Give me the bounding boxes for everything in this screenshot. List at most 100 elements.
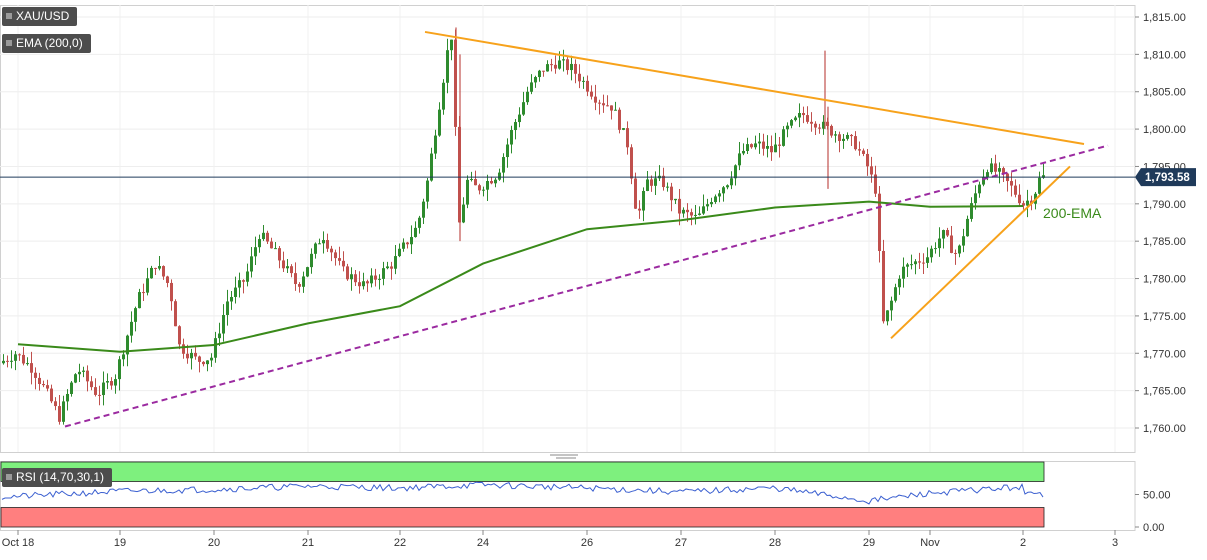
candle-body (654, 178, 657, 186)
y-tick-label: 1,790.00 (1143, 199, 1186, 211)
candle-body (986, 172, 989, 177)
candle-body (810, 121, 813, 124)
candle-body (482, 189, 485, 191)
candle-body (118, 359, 121, 380)
candle-body (466, 179, 469, 205)
candle-body (666, 186, 669, 188)
candle-body (898, 278, 901, 288)
candle-body (902, 266, 905, 279)
candle-body (46, 385, 49, 389)
candle-body (426, 180, 429, 202)
candle-body (66, 393, 69, 402)
candle-body (966, 218, 969, 237)
candle-body (34, 372, 37, 378)
candle-body (990, 163, 993, 173)
candle-body (338, 258, 341, 261)
candle-body (982, 176, 985, 185)
candle-body (38, 377, 41, 385)
candle-body (974, 193, 977, 204)
candle-body (422, 201, 425, 218)
y-tick-label: 1,760.00 (1143, 423, 1186, 435)
candle-body (1022, 203, 1025, 206)
x-tick-label: Oct 18 (2, 537, 34, 549)
candle-body (226, 301, 229, 315)
candle-body (378, 278, 381, 280)
candle-body (938, 238, 941, 249)
candle-body (94, 387, 97, 395)
candle-body (846, 134, 849, 139)
candle-body (906, 264, 909, 267)
candle-body (442, 82, 445, 110)
candle-body (398, 248, 401, 257)
candle-body (710, 202, 713, 205)
y-tick-label: 1,805.00 (1143, 87, 1186, 99)
candle-body (186, 353, 189, 359)
last-price-label: 1,793.58 (1145, 172, 1190, 184)
candle-body (298, 284, 301, 287)
y-tick-label: 1,770.00 (1143, 348, 1186, 360)
candle-body (962, 236, 965, 246)
candle-body (302, 276, 305, 287)
ema-annotation: 200-EMA (1043, 205, 1102, 221)
candle-body (774, 144, 777, 153)
candle-body (770, 146, 773, 153)
candle-body (778, 144, 781, 146)
x-tick-label: 19 (114, 537, 126, 549)
candle-body (930, 248, 933, 258)
candle-body (50, 388, 53, 402)
candle-body (110, 381, 113, 386)
candle-body (470, 179, 473, 181)
candle-body (610, 105, 613, 111)
candle-body (294, 273, 297, 285)
candle-body (790, 120, 793, 126)
candle-body (86, 370, 89, 382)
candle-body (346, 266, 349, 280)
candle-body (22, 354, 25, 364)
symbol-tag[interactable]: XAU/USD (2, 7, 78, 26)
candle-body (450, 39, 453, 51)
candle-body (854, 136, 857, 150)
candle-body (614, 109, 617, 111)
candle-body (246, 271, 249, 282)
candle-body (734, 165, 737, 179)
candle-body (622, 128, 625, 130)
candle-body (634, 178, 637, 209)
candle-body (578, 73, 581, 82)
candle-body (494, 179, 497, 184)
candle-body (250, 256, 253, 272)
candle-body (402, 242, 405, 249)
y-tick-label: 1,810.00 (1143, 49, 1186, 61)
candle-body (698, 213, 701, 215)
candle-body (730, 178, 733, 186)
candle-body (214, 338, 217, 358)
x-tick-label: 27 (675, 537, 687, 549)
candle-body (134, 308, 137, 322)
candle-body (434, 135, 437, 154)
candle-body (174, 301, 177, 327)
candle-body (6, 360, 9, 362)
candle-body (334, 252, 337, 259)
candle-body (850, 134, 853, 137)
candle-body (582, 80, 585, 82)
candle-body (602, 103, 605, 106)
candle-body (262, 232, 265, 240)
candle-body (530, 82, 533, 92)
candle-body (754, 143, 757, 148)
candle-body (766, 146, 769, 149)
candle-body (574, 63, 577, 74)
candle-body (550, 64, 553, 66)
candle-body (218, 333, 221, 339)
ema-tag[interactable]: EMA (200,0) (2, 34, 91, 53)
main-panel-frame (0, 5, 1136, 453)
y-tick-label: 1,815.00 (1143, 12, 1186, 24)
rsi-tag[interactable]: RSI (14,70,30,1) (2, 468, 113, 487)
overbought-zone (0, 461, 1045, 482)
candle-body (510, 130, 513, 145)
candle-body (314, 243, 317, 254)
candle-body (646, 179, 649, 191)
candle-body (254, 247, 257, 257)
candle-body (894, 287, 897, 301)
candle-body (282, 260, 285, 269)
candle-body (786, 125, 789, 130)
